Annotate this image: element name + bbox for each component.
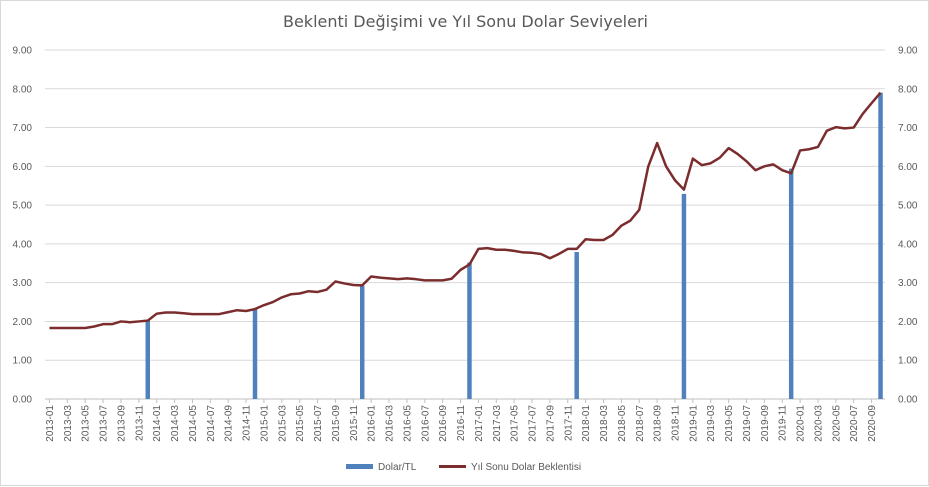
x-tick-label: 2020-05 <box>831 405 842 442</box>
x-tick-label: 2015-01 <box>259 405 270 442</box>
y2-tick-label: 3.00 <box>898 278 918 289</box>
x-tick-label: 2018-07 <box>635 405 646 442</box>
x-tick-label: 2013-09 <box>116 405 127 442</box>
x-tick-label: 2014-05 <box>188 405 199 442</box>
y-tick-label: 7.00 <box>13 123 33 134</box>
y-axis-left: 0.00 1.00 2.00 3.00 4.00 5.00 6.00 7.00 8.00 9.00 <box>13 46 33 406</box>
bar <box>878 92 883 400</box>
x-tick-label: 2017-09 <box>545 405 556 442</box>
bar <box>681 193 687 399</box>
x-tick-label: 2015-07 <box>313 405 324 442</box>
bar-series-dolar-tl <box>145 92 883 400</box>
x-tick-label: 2017-07 <box>528 405 539 442</box>
x-tick-label: 2014-03 <box>170 405 181 442</box>
y2-tick-label: 6.00 <box>898 162 918 173</box>
gridlines <box>45 49 885 400</box>
x-tick-label: 2019-05 <box>724 405 735 442</box>
x-tick-label: 2016-01 <box>367 405 378 442</box>
y2-tick-label: 4.00 <box>898 239 918 250</box>
x-tick-label: 2017-03 <box>492 405 503 442</box>
x-tick-label: 2018-05 <box>617 405 628 442</box>
x-tick-label: 2018-03 <box>599 405 610 442</box>
bar <box>360 285 365 399</box>
x-tick-label: 2020-03 <box>813 405 824 442</box>
y2-tick-label: 0.00 <box>898 395 918 406</box>
x-tick-label: 2016-09 <box>438 405 449 442</box>
line-series-yil-sonu-dolar-beklentisi <box>49 91 882 330</box>
y2-tick-label: 2.00 <box>898 317 918 328</box>
y2-tick-label: 7.00 <box>898 123 918 134</box>
x-tick-label: 2015-09 <box>331 405 342 442</box>
x-tick-label: 2020-07 <box>849 405 860 442</box>
bar <box>788 168 794 399</box>
x-tick-label: 2013-05 <box>81 405 92 442</box>
y-tick-label: 8.00 <box>13 84 33 95</box>
x-tick-label: 2016-05 <box>402 405 413 442</box>
x-tick-label: 2018-11 <box>671 405 682 441</box>
x-tick-label: 2013-11 <box>134 405 145 441</box>
x-tick-label: 2019-07 <box>742 405 753 442</box>
line-path <box>49 91 882 330</box>
chart-title: Beklenti Değişimi ve Yıl Sonu Dolar Sevi… <box>283 12 648 31</box>
legend-swatch-dolar-tl <box>346 464 373 469</box>
y-tick-label: 4.00 <box>13 239 33 250</box>
x-tick-label: 2016-11 <box>456 405 467 441</box>
y2-tick-label: 1.00 <box>898 356 918 367</box>
y-axis-right: 0.00 1.00 2.00 3.00 4.00 5.00 6.00 7.00 8.00 9.00 <box>898 46 918 406</box>
y2-tick-label: 9.00 <box>898 46 918 57</box>
x-tick-label: 2018-09 <box>653 405 664 442</box>
x-tick-label: 2013-03 <box>63 405 74 442</box>
bar <box>467 262 472 399</box>
x-tick-label: 2013-07 <box>99 405 110 442</box>
x-tick-label: 2016-07 <box>420 405 431 442</box>
x-tick-label: 2019-11 <box>778 405 789 441</box>
x-tick-label: 2015-03 <box>277 405 288 442</box>
y-tick-label: 6.00 <box>13 162 33 173</box>
x-tick-label: 2014-01 <box>152 405 163 442</box>
x-tick-label: 2014-07 <box>206 405 217 442</box>
x-tick-label: 2019-01 <box>688 405 699 442</box>
x-tick-label: 2017-11 <box>563 405 574 441</box>
x-tick-label: 2017-05 <box>510 405 521 442</box>
x-tick-label: 2015-11 <box>349 405 360 441</box>
y-tick-label: 5.00 <box>13 201 33 212</box>
y2-tick-label: 5.00 <box>898 201 918 212</box>
x-tick-label: 2013-01 <box>45 405 56 442</box>
legend-label-yil-sonu-dolar-beklentisi: Yıl Sonu Dolar Beklentisi <box>471 462 581 473</box>
x-axis: 2013-01 2013-03 2013-05 2013-07 2013-09 2013-… <box>45 399 878 442</box>
x-tick-label: 2019-09 <box>760 405 771 442</box>
x-tick-label: 2014-11 <box>242 405 253 441</box>
x-tick-label: 2017-01 <box>474 405 485 442</box>
legend-label-dolar-tl: Dolar/TL <box>378 462 417 473</box>
y2-tick-label: 8.00 <box>898 84 918 95</box>
x-tick-label: 2016-03 <box>385 405 396 442</box>
y-tick-label: 0.00 <box>13 395 33 406</box>
bar <box>574 252 579 399</box>
bar <box>252 309 258 399</box>
x-tick-label: 2014-09 <box>224 405 235 442</box>
x-tick-label: 2020-01 <box>796 405 807 442</box>
y-tick-label: 2.00 <box>13 317 33 328</box>
x-tick-label: 2020-09 <box>867 405 878 442</box>
y-tick-label: 3.00 <box>13 278 33 289</box>
x-tick-label: 2018-01 <box>581 405 592 442</box>
bar <box>145 319 150 399</box>
y-tick-label: 9.00 <box>13 46 33 57</box>
y-tick-label: 1.00 <box>13 356 33 367</box>
x-tick-label: 2019-03 <box>706 405 717 442</box>
x-tick-label: 2015-05 <box>295 405 306 442</box>
legend: Dolar/TL Yıl Sonu Dolar Beklentisi <box>346 462 581 473</box>
